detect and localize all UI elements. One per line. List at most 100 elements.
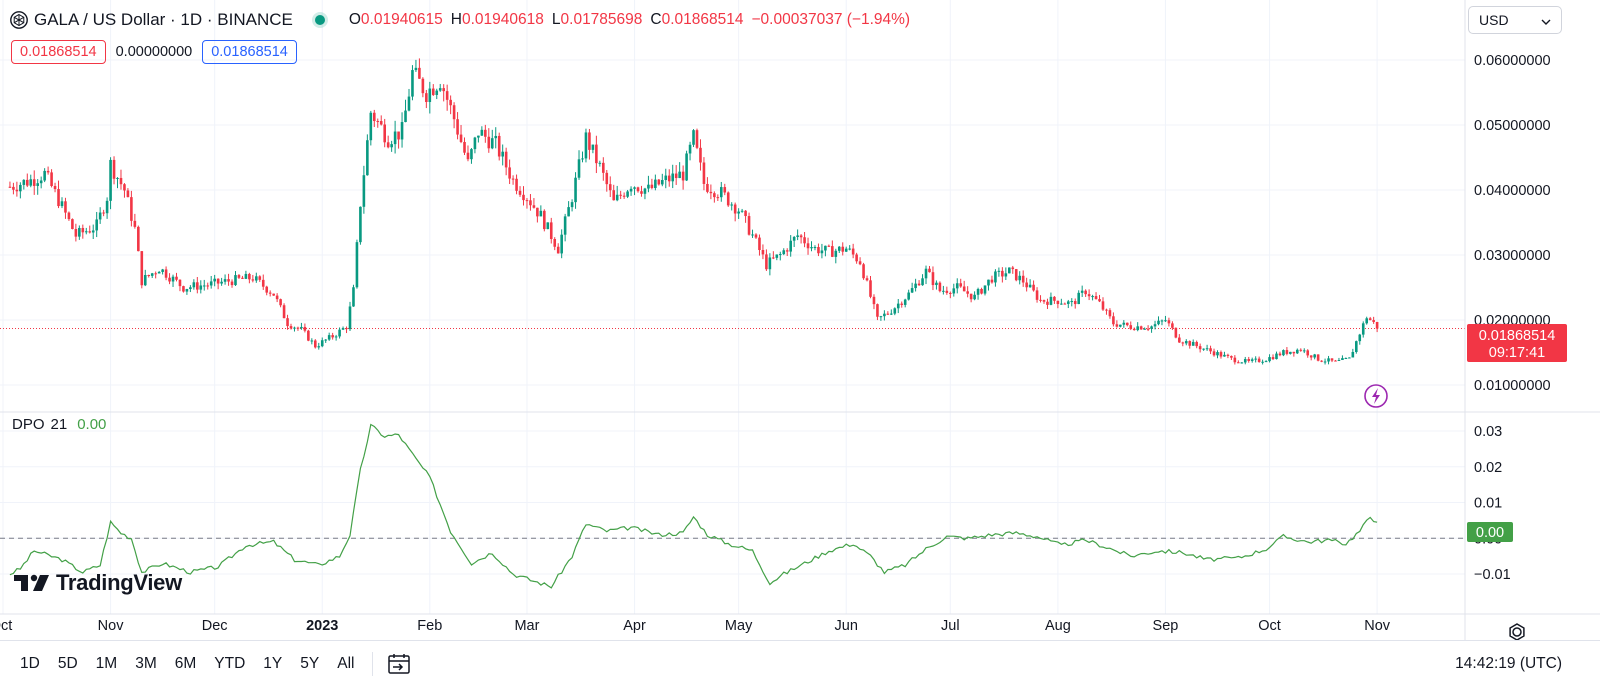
trade-price-boxes: 0.01868514 0.00000000 0.01868514	[11, 40, 297, 64]
symbol-title[interactable]: GALA / US Dollar · 1D · BINANCE	[34, 10, 293, 29]
dpo-tick-label: 0.03	[1474, 424, 1502, 440]
timeframe-1m[interactable]: 1M	[95, 655, 118, 672]
dpo-tick-label: −0.01	[1474, 567, 1511, 583]
candle	[1240, 362, 1244, 364]
candle	[431, 84, 435, 96]
candle	[202, 279, 206, 291]
timeframe-all[interactable]: All	[337, 655, 355, 672]
candle	[619, 190, 622, 200]
candle	[803, 232, 806, 248]
candle	[428, 81, 432, 114]
last-price-value: 0.01868514	[1479, 328, 1556, 344]
bottom-toolbar: 1D 5D 1M 3M 6M YTD 1Y 5Y All 14:42:19 (U…	[0, 640, 1600, 687]
candle	[664, 168, 668, 189]
candle	[636, 186, 640, 193]
candle	[98, 207, 102, 224]
candle	[418, 58, 421, 79]
candle	[57, 180, 60, 209]
candle	[598, 160, 602, 167]
candle	[8, 181, 12, 188]
candle	[914, 278, 917, 292]
calendar-range-icon[interactable]	[387, 653, 411, 675]
dpo-legend[interactable]: DPO 21 0.00	[12, 416, 106, 433]
candle	[851, 243, 855, 259]
candle	[1361, 321, 1365, 338]
candle	[230, 279, 234, 288]
candle	[844, 246, 848, 253]
candle	[1233, 355, 1237, 365]
candle	[175, 272, 178, 282]
candle	[969, 293, 973, 303]
sell-price-button[interactable]: 0.01868514	[11, 40, 106, 64]
dpo-value: 0.00	[77, 416, 107, 433]
candle	[60, 197, 64, 209]
candle	[497, 132, 501, 161]
candle	[348, 301, 352, 332]
candle	[178, 279, 182, 292]
candle	[678, 162, 681, 179]
timeframe-ytd[interactable]: YTD	[214, 655, 246, 672]
candle	[1164, 315, 1167, 322]
candle	[1119, 324, 1122, 328]
candle	[244, 270, 248, 280]
candle	[650, 178, 654, 190]
candle	[78, 225, 81, 240]
candle	[12, 182, 15, 195]
candle	[1098, 294, 1101, 303]
timeframe-3m[interactable]: 3M	[135, 655, 157, 672]
candle	[876, 303, 879, 321]
candle	[643, 187, 647, 200]
candle	[647, 175, 650, 193]
timeframe-6m[interactable]: 6M	[174, 655, 197, 672]
candle	[289, 323, 293, 330]
candle	[1011, 265, 1015, 274]
candle	[105, 197, 109, 219]
dpo-name: DPO	[12, 416, 45, 433]
timeframe-1d[interactable]: 1D	[20, 655, 40, 672]
month-label: Nov	[98, 618, 125, 634]
candle	[397, 131, 400, 149]
candle	[310, 338, 314, 345]
candle	[1268, 354, 1271, 363]
candle	[872, 294, 876, 310]
candle	[46, 166, 50, 175]
candle	[695, 128, 699, 150]
candle	[463, 137, 466, 156]
candle	[508, 159, 511, 185]
month-label: Nov	[1364, 618, 1391, 634]
settings-icon[interactable]	[1509, 623, 1525, 641]
candle	[303, 323, 307, 333]
timeframe-1y[interactable]: 1Y	[263, 655, 283, 672]
candle	[935, 280, 938, 290]
candle	[536, 207, 539, 223]
candle	[182, 285, 185, 293]
currency-select[interactable]: USD	[1468, 6, 1562, 34]
candle	[216, 278, 220, 290]
candle	[1289, 351, 1292, 355]
timeframe-5d[interactable]: 5D	[57, 655, 78, 672]
open-label: O	[348, 11, 361, 28]
candle	[477, 135, 480, 143]
buy-price-button[interactable]: 0.01868514	[202, 40, 297, 64]
candle	[95, 211, 98, 238]
candle	[227, 273, 230, 286]
candle	[879, 315, 883, 321]
candle	[74, 223, 78, 242]
candle	[1243, 356, 1247, 365]
month-label: Jun	[835, 618, 858, 634]
candle	[369, 110, 373, 146]
candle	[71, 218, 74, 230]
grid	[0, 0, 1465, 614]
clock[interactable]: 14:42:19 (UTC)	[1455, 655, 1562, 672]
candle	[1313, 353, 1316, 360]
candle	[1001, 267, 1004, 283]
timeframe-5y[interactable]: 5Y	[300, 655, 320, 672]
lightning-icon[interactable]	[1364, 384, 1388, 408]
candle	[241, 275, 244, 279]
candle	[372, 109, 376, 128]
candle	[199, 280, 203, 294]
tradingview-logo[interactable]: TradingView	[14, 570, 182, 596]
candle	[1365, 316, 1369, 325]
candle	[1101, 297, 1105, 311]
